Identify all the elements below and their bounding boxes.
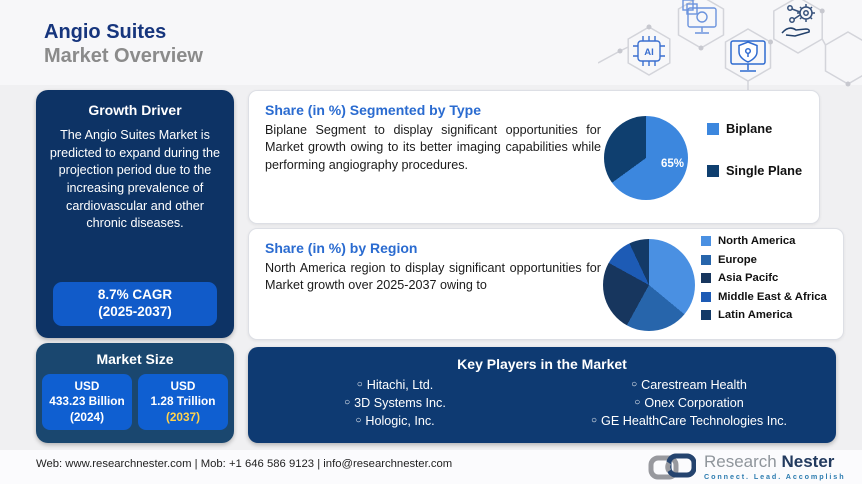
segment-type-body: Biplane Segment to display significant o… xyxy=(265,123,601,172)
currency-label: USD xyxy=(170,379,196,393)
bullet-icon: ○ xyxy=(590,415,598,426)
segment-type-panel: Share (in %) Segmented by Type Biplane S… xyxy=(248,90,820,224)
footer-band xyxy=(0,450,862,484)
legend-label: Biplane xyxy=(726,121,773,136)
year-label: (2037) xyxy=(165,409,201,424)
bullet-icon: ○ xyxy=(631,379,638,390)
research-nester-logo: Research Nester Connect. Lead. Accomplis… xyxy=(648,451,845,483)
market-size-value-box: USD 433.23 Billion (2024) xyxy=(42,374,132,430)
type-legend: Biplane Single Plane xyxy=(707,121,802,178)
legend-item: Asia Pacifc xyxy=(701,272,827,284)
legend-swatch xyxy=(701,291,711,302)
legend-swatch xyxy=(707,164,719,177)
player-name: Carestream Health xyxy=(641,378,747,392)
footer-contact: Web: www.researchnester.com | Mob: +1 64… xyxy=(36,458,453,470)
legend-label: Single Plane xyxy=(726,163,803,178)
legend-item: Europe xyxy=(701,254,827,266)
player-name: Onex Corporation xyxy=(644,396,744,410)
legend-label: Asia Pacifc xyxy=(718,272,779,284)
region-title: Share (in %) by Region xyxy=(265,240,418,256)
market-size-title: Market Size xyxy=(96,351,174,367)
key-players-col2: ○ Carestream Health ○ Onex Corporation ○… xyxy=(542,378,836,428)
pie-data-label: 65% xyxy=(661,158,685,170)
legend-label: North America xyxy=(718,235,796,247)
legend-swatch xyxy=(701,273,711,283)
legend-item: Biplane xyxy=(707,121,802,136)
player-item: ○ Hitachi, Ltd. xyxy=(357,378,434,392)
logo-text: Research Nester Connect. Lead. Accomplis… xyxy=(704,453,845,481)
region-body: North America region to display signific… xyxy=(265,261,601,293)
type-pie-chart: 65% xyxy=(604,116,688,200)
region-legend: North America Europe Asia Pacifc Middle … xyxy=(701,235,827,321)
bullet-icon: ○ xyxy=(634,397,641,408)
legend-label: Middle East & Africa xyxy=(718,290,827,303)
page-title-main: Angio Suites xyxy=(44,21,167,43)
key-players-columns: ○ Hitachi, Ltd. ○ 3D Systems Inc. ○ Holo… xyxy=(248,378,836,428)
legend-item: Middle East & Africa xyxy=(701,291,827,303)
hexagon-decoration: AI xyxy=(598,0,862,95)
amount-label: 1.28 Trillion xyxy=(150,394,216,409)
amount-label: 433.23 Billion xyxy=(49,394,125,409)
segment-type-title: Share (in %) Segmented by Type xyxy=(265,102,482,118)
growth-driver-title: Growth Driver xyxy=(88,102,182,118)
key-players-panel: Key Players in the Market ○ Hitachi, Ltd… xyxy=(248,347,836,443)
bullet-icon: ○ xyxy=(355,415,362,426)
cagr-badge: 8.7% CAGR (2025-2037) xyxy=(53,282,217,326)
region-pie-chart xyxy=(603,239,695,331)
legend-item: Latin America xyxy=(701,309,827,321)
year-label: (2024) xyxy=(69,409,105,424)
ai-chip-icon: AI xyxy=(633,36,665,66)
logo-word-research: Research xyxy=(704,452,777,471)
legend-swatch xyxy=(707,122,719,135)
logo-word-nester: Nester xyxy=(781,452,835,471)
page-title-sub: Market Overview xyxy=(44,45,203,67)
shield-monitor-icon xyxy=(730,40,766,72)
player-name: GE HealthCare Technologies Inc. xyxy=(601,414,788,428)
player-item: ○ Hologic, Inc. xyxy=(355,414,434,428)
key-players-col1: ○ Hitachi, Ltd. ○ 3D Systems Inc. ○ Holo… xyxy=(248,378,542,428)
player-item: ○ Onex Corporation xyxy=(634,396,743,410)
cagr-value: 8.7% CAGR xyxy=(97,287,173,303)
header-band xyxy=(0,0,862,85)
gear-hand-icon xyxy=(781,4,815,37)
legend-swatch xyxy=(701,254,711,265)
legend-label: Latin America xyxy=(718,309,793,321)
ar-monitor-icon xyxy=(682,0,717,34)
legend-item: Single Plane xyxy=(707,163,802,178)
page-title: Angio Suites Market Overview xyxy=(44,20,203,68)
market-size-card: Market Size USD 433.23 Billion (2024) US… xyxy=(36,343,234,443)
cagr-period: (2025-2037) xyxy=(98,304,172,319)
legend-item: North America xyxy=(701,235,827,247)
player-name: Hitachi, Ltd. xyxy=(366,378,434,392)
legend-swatch xyxy=(701,310,711,320)
legend-label: Europe xyxy=(718,253,757,266)
logo-tagline: Connect. Lead. Accomplish xyxy=(704,472,846,481)
player-item: ○ GE HealthCare Technologies Inc. xyxy=(591,414,787,428)
player-item: ○ Carestream Health xyxy=(631,378,747,392)
region-panel: Share (in %) by Region North America reg… xyxy=(248,228,844,340)
svg-text:AI: AI xyxy=(644,47,654,58)
bullet-icon: ○ xyxy=(344,397,351,408)
logo-chain-icon xyxy=(648,453,696,480)
currency-label: USD xyxy=(74,379,100,393)
bullet-icon: ○ xyxy=(356,379,363,390)
key-players-title: Key Players in the Market xyxy=(457,356,627,372)
growth-driver-body: The Angio Suites Market is predicted to … xyxy=(49,128,221,231)
player-item: ○ 3D Systems Inc. xyxy=(344,396,446,410)
player-name: 3D Systems Inc. xyxy=(354,396,446,410)
growth-driver-card: Growth Driver The Angio Suites Market is… xyxy=(36,90,234,338)
player-name: Hologic, Inc. xyxy=(365,414,435,428)
legend-swatch xyxy=(701,236,711,246)
market-size-values: USD 433.23 Billion (2024) USD 1.28 Trill… xyxy=(36,374,234,430)
market-size-value-box: USD 1.28 Trillion (2037) xyxy=(138,374,228,430)
